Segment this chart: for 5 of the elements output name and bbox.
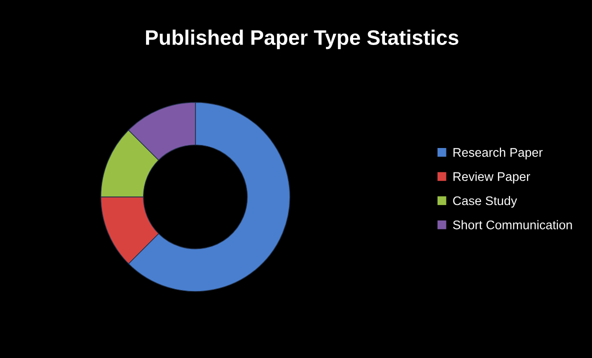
chart-title: Published Paper Type Statistics [146,30,458,50]
legend-label: Review Paper [454,172,530,184]
legend-label: Research Paper [454,148,543,160]
legend-label: Short Communication [453,220,572,230]
legend-label: Case Study [453,196,518,208]
